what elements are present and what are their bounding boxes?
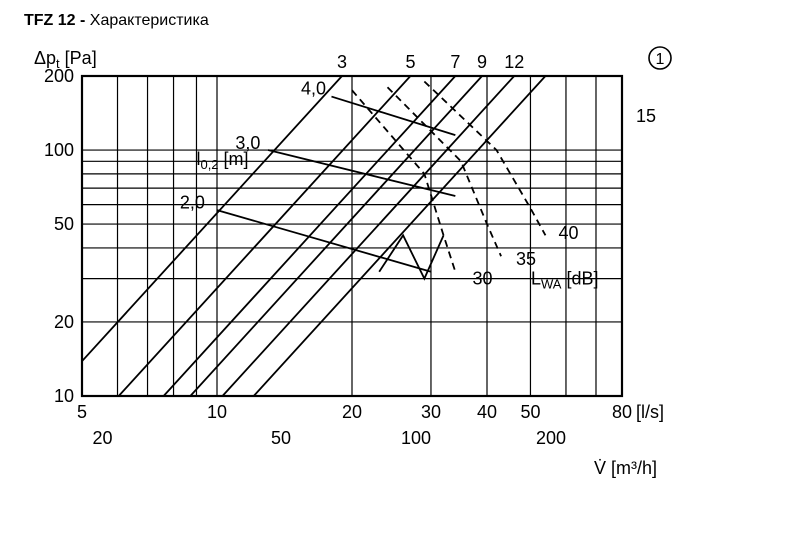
svg-text:100: 100 xyxy=(44,140,74,160)
svg-text:50: 50 xyxy=(520,402,540,422)
svg-text:Δpt [Pa]: Δpt [Pa] xyxy=(34,48,97,71)
title-caption: Характеристика xyxy=(90,12,209,29)
svg-text:40: 40 xyxy=(559,223,579,243)
svg-text:30: 30 xyxy=(421,402,441,422)
svg-text:5: 5 xyxy=(77,402,87,422)
svg-text:LWA [dB]: LWA [dB] xyxy=(511,269,599,292)
svg-text:200: 200 xyxy=(536,428,566,448)
svg-text:l0,2 [m]: l0,2 [m] xyxy=(196,149,248,172)
performance-chart: 357912154,03,02,0l0,2 [m]303540 LWA [dB]… xyxy=(24,38,764,518)
svg-text:9: 9 xyxy=(477,52,487,72)
page-title: TFZ 12 - Характеристика xyxy=(24,12,209,30)
svg-text:20: 20 xyxy=(93,428,113,448)
svg-text:80: 80 xyxy=(612,402,632,422)
svg-text:20: 20 xyxy=(54,312,74,332)
title-model: TFZ 12 - xyxy=(24,12,85,29)
svg-text:35: 35 xyxy=(516,249,536,269)
svg-text:40: 40 xyxy=(477,402,497,422)
svg-text:15: 15 xyxy=(636,106,656,126)
svg-text:12: 12 xyxy=(504,52,524,72)
svg-text:7: 7 xyxy=(450,52,460,72)
svg-text:1: 1 xyxy=(656,51,665,68)
svg-text:50: 50 xyxy=(54,214,74,234)
svg-text:50: 50 xyxy=(271,428,291,448)
svg-text:4,0: 4,0 xyxy=(301,78,326,98)
svg-text:2,0: 2,0 xyxy=(180,193,205,213)
svg-text:100: 100 xyxy=(401,428,431,448)
svg-text:10: 10 xyxy=(207,402,227,422)
svg-text:[l/s]: [l/s] xyxy=(636,402,664,422)
svg-text:30: 30 xyxy=(472,269,492,289)
svg-text:3: 3 xyxy=(337,52,347,72)
svg-text:20: 20 xyxy=(342,402,362,422)
svg-text:V̇ [m³/h]: V̇ [m³/h] xyxy=(594,458,657,478)
svg-text:10: 10 xyxy=(54,386,74,406)
svg-text:5: 5 xyxy=(405,52,415,72)
